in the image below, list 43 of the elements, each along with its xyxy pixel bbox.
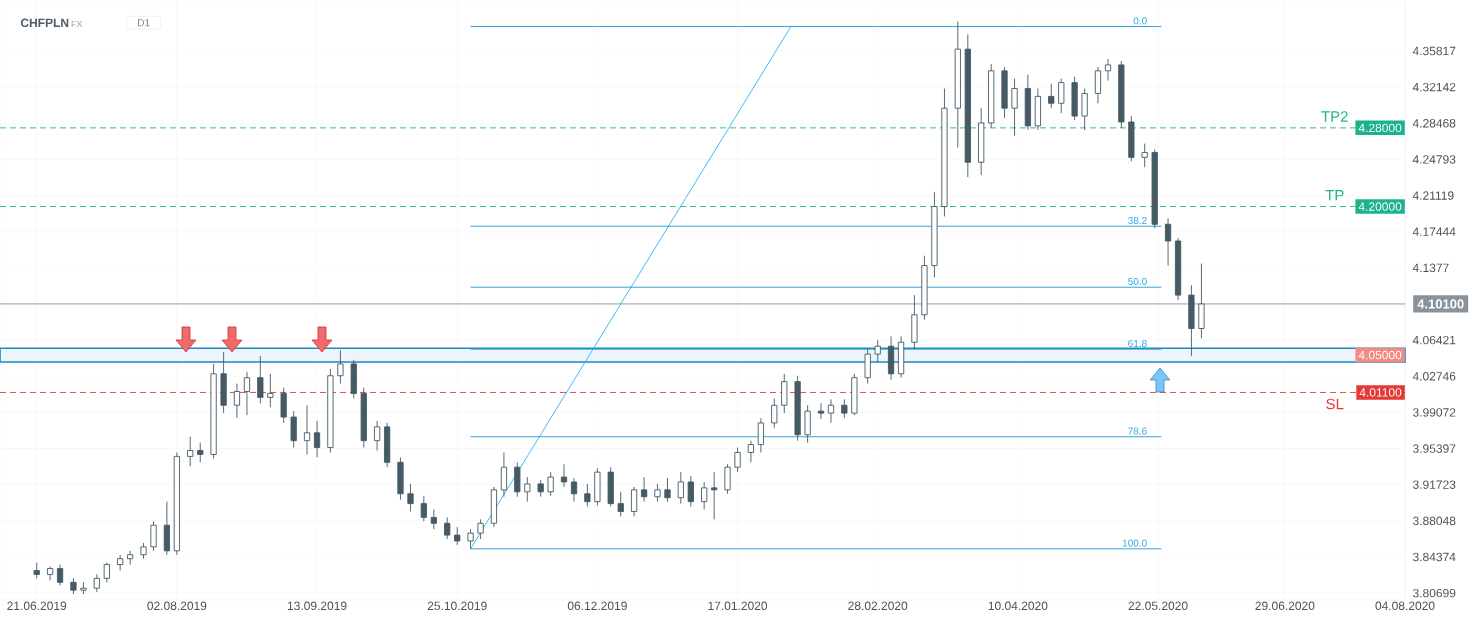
- ref-line-label: TP2: [1321, 111, 1348, 122]
- y-tick-label: 3.88048: [1412, 516, 1456, 526]
- annotation: 61.8: [1128, 339, 1147, 347]
- ref-line-label: TP: [1325, 190, 1344, 201]
- annotation: D1: [138, 19, 150, 27]
- y-tick-label: 3.84374: [1412, 552, 1456, 562]
- x-tick-label: 25.10.2019: [427, 601, 487, 611]
- y-tick-label: 4.17444: [1412, 227, 1456, 236]
- annotation: 4.28000: [1358, 123, 1402, 133]
- y-tick-label: 4.06421: [1412, 335, 1456, 345]
- y-tick-label: 3.80699: [1412, 588, 1456, 598]
- x-tick-label: 17.01.2020: [708, 601, 768, 611]
- annotation: 0.0: [1133, 17, 1147, 25]
- y-tick-label: 4.35817: [1412, 46, 1456, 56]
- annotation: 38.2: [1128, 216, 1147, 225]
- y-tick-label: 3.91723: [1412, 480, 1456, 489]
- x-tick-label: 06.12.2019: [567, 601, 627, 611]
- y-tick-label: 4.02746: [1412, 372, 1456, 381]
- annotation: 50.0: [1128, 277, 1147, 286]
- band-label: 4.05000: [1358, 350, 1402, 360]
- y-tick-label: 4.32142: [1412, 82, 1456, 92]
- ref-line-label: 4.10100: [1417, 299, 1464, 309]
- y-tick-label: 3.95397: [1412, 444, 1456, 453]
- y-tick-label: 3.99072: [1412, 408, 1456, 417]
- x-tick-label: 13.09.2019: [287, 601, 347, 611]
- x-tick-label: 10.04.2020: [988, 601, 1048, 611]
- annotation: 4.01100: [1359, 388, 1402, 397]
- annotation: 4.20000: [1358, 202, 1402, 211]
- x-tick-label: 22.05.2020: [1128, 601, 1188, 611]
- y-tick-label: 4.24793: [1412, 155, 1456, 164]
- annotation: 78.6: [1128, 427, 1147, 435]
- x-tick-label: 04.08.2020: [1375, 601, 1435, 611]
- y-tick-label: 4.21119: [1412, 191, 1454, 200]
- x-tick-label: 02.08.2019: [147, 601, 207, 611]
- x-tick-label: 28.02.2020: [848, 601, 908, 611]
- annotation: 100.0: [1122, 539, 1147, 547]
- y-tick-label: 4.28468: [1412, 119, 1456, 128]
- x-tick-label: 21.06.2019: [7, 601, 67, 611]
- text: CHFPLN: [20, 18, 69, 28]
- x-tick-label: 29.06.2020: [1255, 601, 1315, 611]
- y-tick-label: 4.1377: [1412, 263, 1449, 273]
- text: FX: [71, 20, 83, 28]
- ref-line-label: SL: [1326, 398, 1344, 410]
